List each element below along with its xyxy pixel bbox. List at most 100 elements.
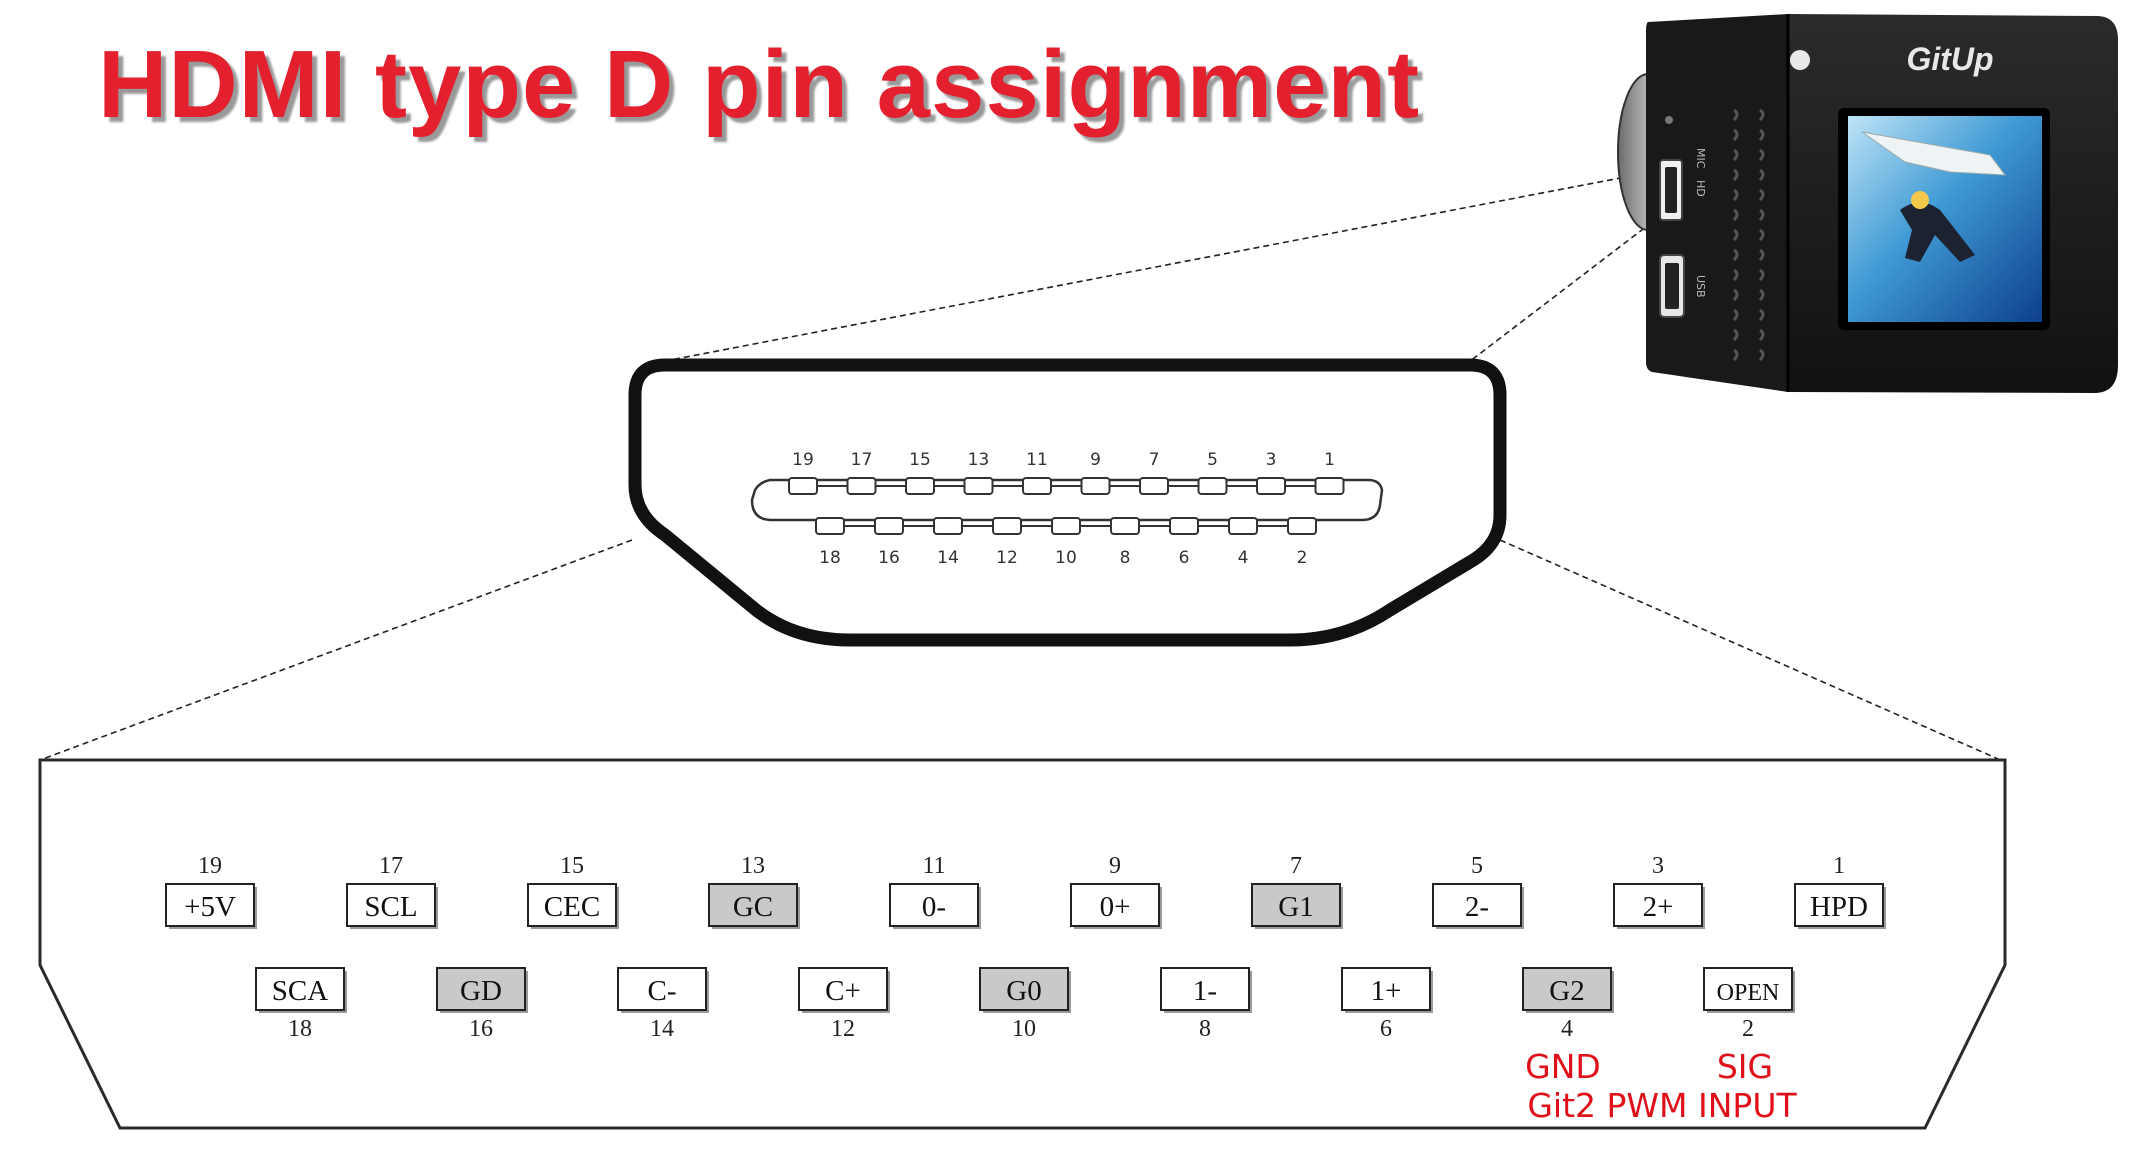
pin-label: OPEN	[1717, 980, 1780, 1006]
pin-number: 17	[379, 853, 403, 879]
vent-slot	[1732, 328, 1739, 342]
pin-13: 13 GC	[708, 853, 800, 929]
connector-pin-number: 9	[1090, 450, 1101, 470]
annotation-sig: SIG	[1717, 1047, 1773, 1086]
pin-label: 0+	[1100, 891, 1131, 923]
zoom-line-lower-left	[39, 539, 633, 761]
vent-slot	[1732, 128, 1739, 142]
pin-box	[1070, 883, 1160, 927]
pin-8: 1-8	[1160, 967, 1252, 1042]
pin-label: HPD	[1810, 891, 1868, 923]
pin-label: G0	[1006, 975, 1041, 1007]
vent-slot	[1758, 288, 1765, 302]
connector-contact	[1139, 477, 1169, 495]
pin-11: 110-	[889, 853, 981, 929]
vent-slot	[1758, 328, 1765, 342]
connector-outline	[628, 358, 1507, 647]
vent-slot	[1732, 228, 1739, 242]
pin-box	[798, 967, 888, 1011]
connector-pin-number: 10	[1055, 548, 1077, 568]
pin-box	[255, 967, 345, 1011]
pin-label: GD	[460, 975, 502, 1007]
connector-pin-number: 1	[1324, 450, 1335, 470]
connector-pin-number: 4	[1238, 548, 1249, 568]
pin-9: 90+	[1070, 853, 1162, 929]
connector-pin-number: 17	[851, 450, 873, 470]
pin-6: 1+6	[1341, 967, 1433, 1042]
pin-number: 11	[922, 853, 945, 879]
connector-contact	[1256, 477, 1286, 495]
vent-slot	[1758, 168, 1765, 182]
vent-slot	[1732, 168, 1739, 182]
pin-2: OPEN 2	[1703, 967, 1795, 1042]
camera-vent-slots	[1732, 108, 1765, 362]
connector-contact	[1110, 517, 1140, 535]
pin-number: 5	[1471, 853, 1483, 879]
connector-pin-number: 7	[1149, 450, 1160, 470]
connector-contact	[905, 477, 935, 495]
pin-3: 32+	[1613, 853, 1705, 929]
pin-box	[436, 967, 526, 1011]
pin-box	[1522, 967, 1612, 1011]
zoom-line-upper-right	[1464, 209, 1669, 366]
connector-pin-number: 8	[1120, 548, 1131, 568]
pin-18: SCA 18	[255, 967, 347, 1042]
connector-contact	[1287, 517, 1317, 535]
pin-number: 19	[198, 853, 222, 879]
pin-4: G24	[1522, 967, 1614, 1042]
camera-brand-logo: GitUp	[1906, 41, 1993, 77]
pin-box	[1613, 883, 1703, 927]
vent-slot	[1758, 268, 1765, 282]
page-title: HDMI type D pin assignment	[98, 31, 1421, 138]
connector-contact	[992, 517, 1022, 535]
connector-contact	[1197, 477, 1228, 495]
pin-label: SCA	[272, 975, 328, 1007]
connector-pin-number: 19	[792, 450, 814, 470]
pin-label: C-	[648, 975, 677, 1007]
pin-number: 15	[560, 853, 584, 879]
vent-slot	[1758, 228, 1765, 242]
connector-contact	[1169, 517, 1199, 535]
connector-top-contacts: 19 17 15 13 11 9 7 5 3 1	[788, 450, 1345, 495]
screen-photo-plane	[1861, 131, 2007, 176]
connector-contact	[815, 517, 845, 535]
pin-label: G2	[1549, 975, 1584, 1007]
connector-pin-number: 12	[996, 548, 1018, 568]
pin-box	[1432, 883, 1522, 927]
connector-contact	[1228, 517, 1258, 535]
zoom-line-upper-left	[659, 169, 1663, 363]
pin-assignment-table: 19+5V17SCL15CEC13GC110-90+7G152-32+1HPD …	[38, 758, 2007, 1130]
pin-1: 1 HPD	[1794, 853, 1886, 929]
hd-port-inner	[1665, 167, 1677, 213]
annotation-pwm-input: Git2 PWM INPUT	[1527, 1086, 1797, 1125]
pin-number: 13	[741, 853, 765, 879]
pin-number: 9	[1109, 853, 1121, 879]
hdmi-connector-drawing: 19 17 15 13 11 9 7 5 3 1 18 16 14 12 10 8 6 4 2	[628, 358, 1507, 647]
connector-contact	[1314, 477, 1345, 495]
vent-slot	[1758, 108, 1765, 122]
pin-number: 4	[1561, 1016, 1573, 1042]
connector-pin-number: 13	[968, 450, 990, 470]
annotation-gnd: GND	[1525, 1047, 1601, 1086]
pin-label: 0-	[922, 891, 946, 923]
pin-label: CEC	[544, 891, 600, 923]
pin-15: 15 CEC	[527, 853, 619, 929]
pin-number: 14	[650, 1016, 674, 1042]
connector-pin-number: 5	[1207, 450, 1218, 470]
contact-carrier	[750, 478, 1384, 522]
connector-pin-number: 16	[878, 548, 900, 568]
zoom-line-lower-right	[1499, 539, 2006, 763]
screen-photo-skydiver	[1900, 202, 1975, 262]
vent-slot	[1758, 308, 1765, 322]
connector-pin-number: 11	[1026, 450, 1048, 470]
pin-number: 2	[1742, 1016, 1754, 1042]
vent-slot	[1758, 128, 1765, 142]
hd-label: HD	[1694, 180, 1707, 197]
pin-label: 2+	[1643, 891, 1674, 923]
pin-16: GD 16	[436, 967, 528, 1042]
pin-box	[1160, 967, 1250, 1011]
